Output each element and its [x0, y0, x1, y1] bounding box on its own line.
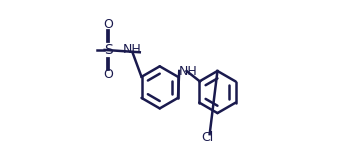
Text: O: O: [103, 18, 113, 32]
Text: Cl: Cl: [201, 131, 213, 144]
Text: NH: NH: [122, 43, 141, 56]
Text: NH: NH: [179, 65, 197, 78]
Text: S: S: [104, 43, 113, 57]
Text: O: O: [103, 68, 113, 81]
